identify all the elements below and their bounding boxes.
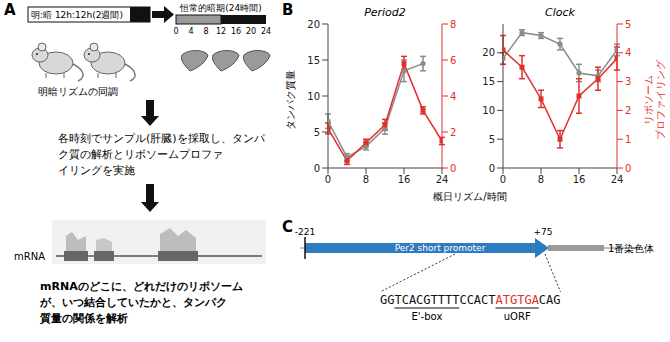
svg-text:16: 16 [231,27,241,36]
svg-text:mRNAのどこに、どれだけのリボソーム: mRNAのどこに、どれだけのリボソーム [40,280,243,293]
svg-text:C: C [282,218,293,236]
svg-text:20: 20 [246,27,256,36]
svg-text:タンパク質量: タンパク質量 [285,70,296,130]
svg-text:4: 4 [450,91,456,102]
svg-text:12: 12 [216,27,226,36]
svg-text:15: 15 [482,76,495,87]
svg-text:E'-box: E'-box [412,311,443,322]
svg-text:uORF: uORF [504,311,531,322]
svg-text:各時刻でサンプル(肝臓)を採取し、タンパ: 各時刻でサンプル(肝臓)を採取し、タンパ [58,132,266,145]
svg-text:8: 8 [203,27,208,36]
svg-text:0: 0 [489,163,495,174]
svg-text:B: B [282,1,293,19]
svg-text:CCACT: CCACT [459,293,495,307]
svg-text:0: 0 [500,174,506,185]
svg-text:GG: GG [380,293,394,307]
svg-text:6: 6 [450,55,456,66]
svg-text:5: 5 [625,19,631,30]
svg-text:5: 5 [489,134,495,145]
svg-text:1: 1 [625,134,631,145]
svg-text:15: 15 [307,55,320,66]
svg-text:Period2: Period2 [364,6,406,19]
svg-text:ATGTGA: ATGTGA [496,293,540,307]
svg-text:質量の関係を解析: 質量の関係を解析 [39,312,128,325]
svg-text:5: 5 [314,127,320,138]
svg-text:4: 4 [188,27,193,36]
svg-text:Per2 short promoter: Per2 short promoter [395,243,486,253]
svg-text:mRNA: mRNA [14,251,45,262]
svg-text:20: 20 [482,47,495,58]
svg-text:16: 16 [573,174,586,185]
svg-text:2: 2 [625,105,631,116]
svg-text:0: 0 [325,174,331,185]
svg-text:イリングを実施: イリングを実施 [58,164,135,177]
svg-text:ク質の解析とリボソームプロファ: ク質の解析とリボソームプロファ [58,148,223,161]
svg-text:CAG: CAG [539,293,561,307]
svg-text:概日リズム/時間: 概日リズム/時間 [433,191,506,202]
svg-text:明暗リズムの同調: 明暗リズムの同調 [38,86,118,97]
svg-text:16: 16 [398,174,411,185]
svg-text:4: 4 [625,47,631,58]
svg-text:0: 0 [625,163,631,174]
svg-text:リボソームプロファイリング: リボソームプロファイリング [643,59,662,140]
svg-text:2: 2 [450,127,456,138]
svg-text:TCACGTTTT: TCACGTTTT [394,293,459,307]
svg-text:明:暗 12h:12h(2週間): 明:暗 12h:12h(2週間) [31,10,123,20]
svg-text:8: 8 [363,174,369,185]
svg-text:0: 0 [450,163,456,174]
svg-text:Clock: Clock [545,6,576,19]
svg-text:0: 0 [173,27,178,36]
svg-text:恒常的暗期(24時間): 恒常的暗期(24時間) [179,3,261,13]
svg-text:A: A [8,1,16,19]
svg-text:-221: -221 [295,227,315,237]
svg-text:1番染色体: 1番染色体 [608,243,654,254]
svg-text:8: 8 [538,174,544,185]
svg-text:10: 10 [482,105,495,116]
svg-text:が、いつ結合していたかと、タンパク: が、いつ結合していたかと、タンパク [39,296,227,309]
svg-text:24: 24 [261,27,271,36]
svg-text:+75: +75 [534,227,553,237]
svg-text:0: 0 [314,163,320,174]
svg-text:3: 3 [625,76,631,87]
svg-text:20: 20 [307,19,320,30]
svg-text:24: 24 [436,174,449,185]
svg-text:24: 24 [611,174,624,185]
svg-text:8: 8 [450,19,456,30]
svg-text:10: 10 [307,91,320,102]
